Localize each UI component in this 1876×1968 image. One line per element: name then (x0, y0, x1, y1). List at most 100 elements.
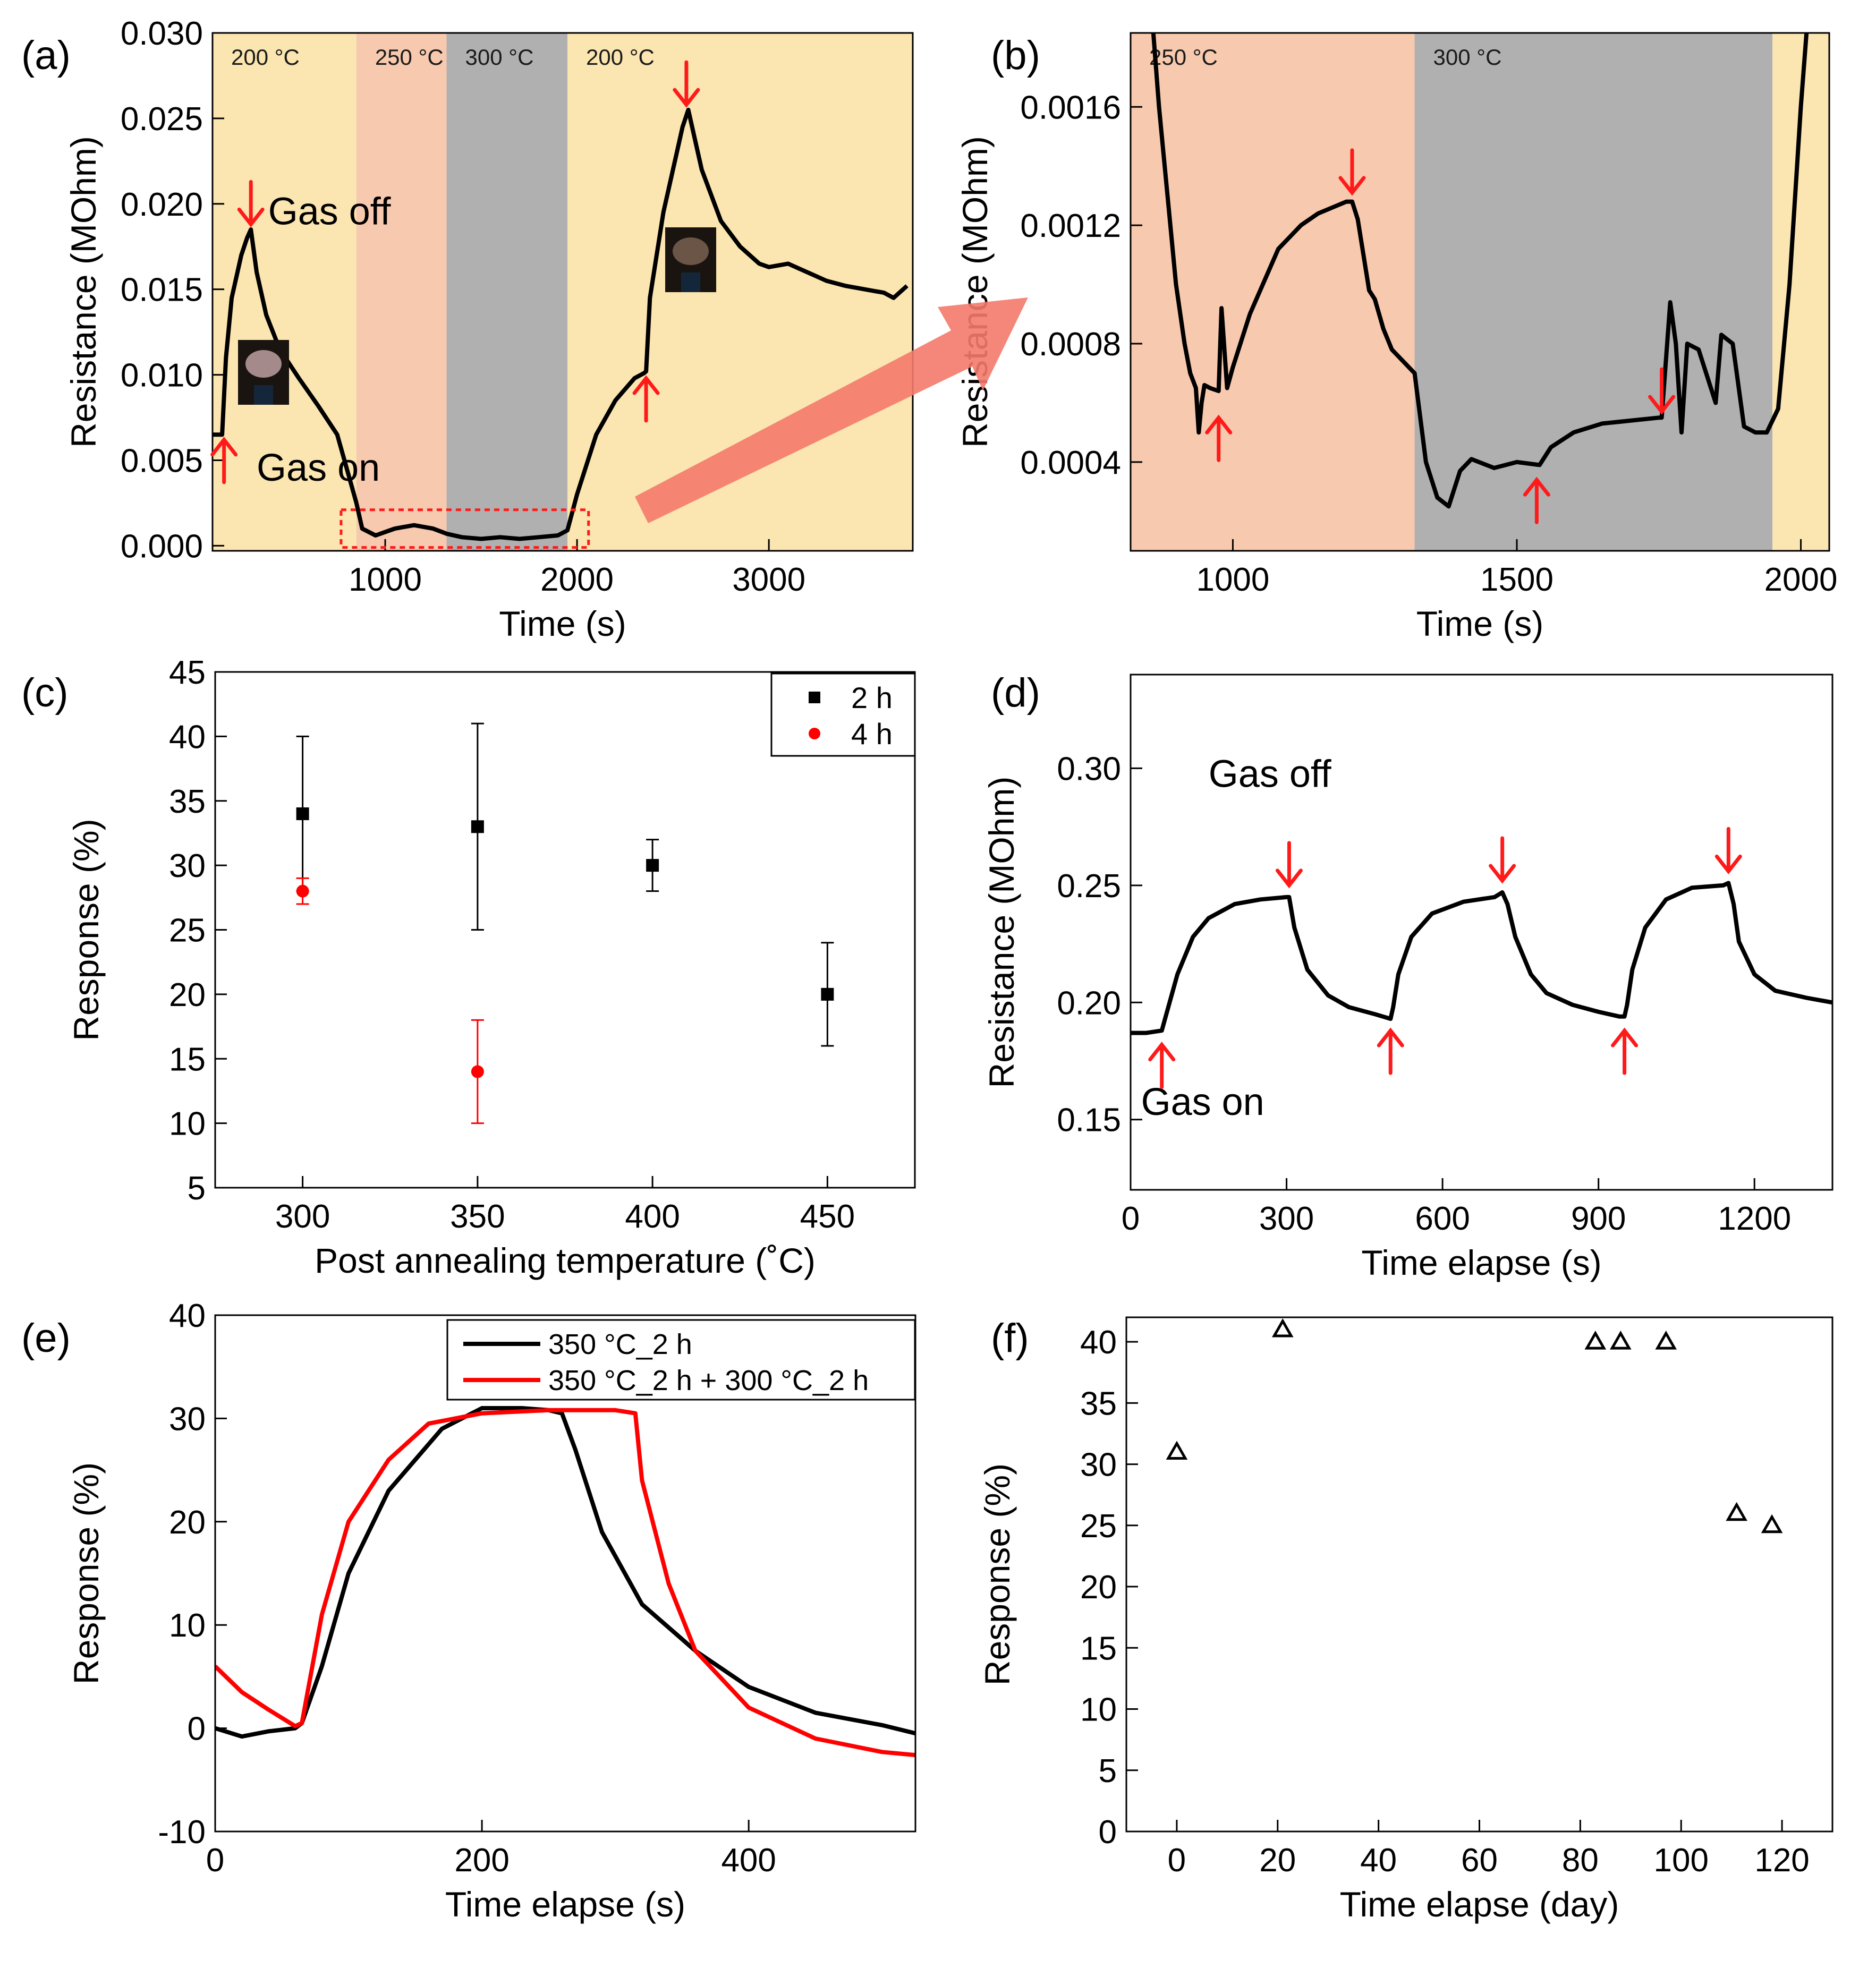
plot-frame (211, 32, 914, 552)
panel-d: 0 300 600 900 1200 0.15 0.20 0.25 0.30 Time elaps… (982, 670, 1833, 1282)
series-line-0 (213, 107, 909, 541)
x-tick-label: 450 (800, 1198, 855, 1235)
annotation-text: Gas on (257, 447, 380, 489)
y-tick-label: 10 (169, 1106, 206, 1143)
x-tick-label: 200 (454, 1842, 509, 1879)
series-line-0 (215, 1406, 915, 1739)
y-tick-label: 0.020 (121, 186, 203, 223)
data-point (1609, 1331, 1632, 1350)
series-line-0 (1131, 881, 1832, 1035)
panel-label: (c) (21, 670, 69, 715)
y-tick-label: 15 (1080, 1630, 1117, 1667)
series-line-1 (215, 1408, 915, 1758)
legend-label: 2 h (851, 681, 893, 714)
x-tick-label: 120 (1754, 1842, 1809, 1879)
x-tick-label: 1500 (1480, 561, 1554, 598)
y-tick-label: 0.0016 (1020, 89, 1121, 126)
region-label: 300 °C (465, 45, 534, 70)
panel-label: (a) (21, 33, 71, 78)
y-tick-label: 0.15 (1057, 1102, 1121, 1139)
y-axis-title: Resistance (MOhm) (64, 136, 103, 448)
sample-photo (254, 385, 273, 405)
gas-arrow (1377, 1027, 1404, 1075)
x-axis-title: Time elapse (s) (1361, 1243, 1601, 1282)
data-point (1655, 1331, 1677, 1350)
x-axis-title: Time elapse (s) (445, 1885, 685, 1924)
y-tick-label: 20 (1080, 1569, 1117, 1606)
data-point (1166, 1441, 1188, 1460)
legend-label: 4 h (851, 717, 893, 751)
panel-label: (e) (21, 1316, 71, 1361)
y-tick-label: 30 (169, 848, 206, 884)
annotation-text: Gas off (1209, 753, 1332, 796)
x-tick-label: 900 (1571, 1200, 1626, 1237)
gas-arrow (1205, 414, 1233, 462)
panel-label: (f) (991, 1316, 1029, 1361)
panel-a: 200 °C 250 °C 300 °C 200 °C 1000 2000 3000 0.00… (21, 15, 914, 643)
data-point (1271, 1318, 1294, 1337)
y-tick-label: 0.0008 (1020, 326, 1121, 363)
gas-arrow (632, 375, 660, 423)
y-tick-label: 0.0012 (1020, 208, 1121, 244)
data-point (1761, 1514, 1783, 1533)
y-axis-title: Response (%) (66, 1462, 106, 1684)
x-tick-label: 600 (1415, 1200, 1470, 1237)
x-tick-label: 1200 (1718, 1200, 1791, 1237)
data-point (471, 820, 484, 833)
x-tick-label: 20 (1259, 1842, 1296, 1879)
gas-arrow (1611, 1027, 1639, 1075)
panel-b: 250 °C 300 °C 1000 1500 2000 0.0004 0.0008 0.00… (955, 32, 1838, 643)
y-tick-label: 0.25 (1057, 868, 1121, 905)
y-tick-label: 15 (169, 1041, 206, 1078)
x-tick-label: 0 (1122, 1200, 1140, 1237)
y-tick-label: 5 (1099, 1753, 1117, 1790)
sample-photo (245, 350, 282, 378)
y-tick-label: 0.0004 (1020, 445, 1121, 481)
x-tick-label: 60 (1461, 1842, 1498, 1879)
y-tick-label: 0.025 (121, 101, 203, 138)
x-tick-label: 400 (721, 1842, 776, 1879)
zoom-arrow (635, 297, 1028, 523)
plot-frame (214, 1314, 916, 1833)
gas-arrow (1338, 148, 1366, 196)
legend-label: 350 °C_2 h (548, 1328, 692, 1360)
region-label: 200 °C (231, 45, 300, 70)
x-tick-label: 2000 (540, 561, 614, 598)
temperature-region (1414, 33, 1773, 551)
legend-box (770, 672, 916, 757)
y-tick-label: 30 (1080, 1447, 1117, 1484)
x-tick-label: 300 (275, 1198, 330, 1235)
x-tick-label: 1000 (349, 561, 422, 598)
x-tick-label: 40 (1360, 1842, 1397, 1879)
legend-marker (809, 728, 820, 739)
y-tick-label: 35 (1080, 1385, 1117, 1422)
x-axis-title: Time (s) (1416, 604, 1544, 643)
temperature-region (446, 33, 568, 551)
panel-label: (d) (991, 670, 1040, 715)
x-tick-label: 350 (450, 1198, 505, 1235)
x-axis-title: Time elapse (day) (1340, 1885, 1619, 1924)
y-tick-label: 40 (1080, 1324, 1117, 1361)
y-axis-title: Resistance (MOhm) (955, 136, 995, 448)
data-point (1584, 1331, 1607, 1350)
region-label: 200 °C (586, 45, 655, 70)
annotation-text: Gas on (1141, 1081, 1264, 1123)
y-axis-title: Response (%) (978, 1463, 1017, 1685)
gas-arrow (210, 437, 238, 484)
gas-arrow (1275, 841, 1303, 889)
y-tick-label: 0.005 (121, 442, 203, 479)
panel-f: 0 20 40 60 80 100 120 0 5 10 15 20 25 30 35 40 Time elap… (978, 1316, 1833, 1924)
gas-arrow (1148, 1041, 1176, 1089)
y-tick-label: 0.010 (121, 357, 203, 394)
plot-frame (1130, 674, 1833, 1191)
sample-photo (681, 272, 700, 292)
x-tick-label: 0 (1168, 1842, 1186, 1879)
annotation-text: Gas off (268, 190, 392, 233)
y-tick-label: 40 (169, 719, 206, 755)
legend-marker (809, 692, 820, 703)
sample-photo (673, 237, 709, 265)
region-label: 300 °C (1433, 45, 1502, 70)
series-line-0 (1151, 33, 1809, 509)
